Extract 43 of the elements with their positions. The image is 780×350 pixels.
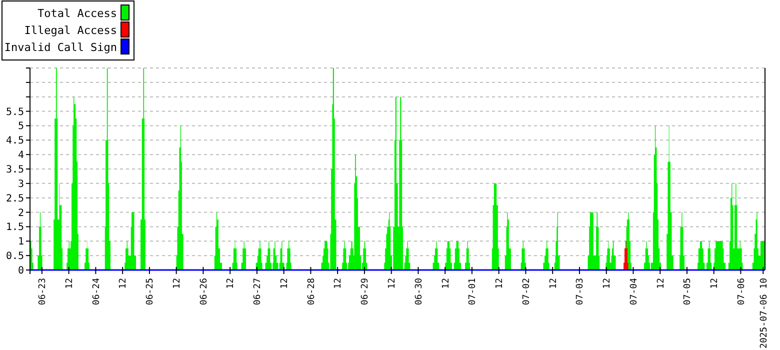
x-tick-label: 12 — [280, 278, 290, 289]
y-tick-label: 2 — [18, 208, 24, 219]
x-tick-label: 12 — [441, 278, 452, 289]
y-tick-label: 5.5 — [6, 106, 24, 118]
legend-label: Illegal Access — [24, 24, 117, 37]
y-tick-label: 1.5 — [6, 222, 24, 234]
x-tick-label: 07-06 — [736, 278, 747, 306]
x-tick-label: 12 — [118, 278, 129, 289]
x-tick-label: 12 — [602, 278, 613, 289]
y-tick-label: 2.5 — [6, 193, 24, 204]
x-tick-label: 12 — [656, 278, 666, 289]
y-tick-label: 0 — [18, 266, 24, 276]
y-tick-label: 4.5 — [6, 136, 24, 147]
x-tick-label: 07-01 — [468, 278, 478, 306]
legend-label: Total Access — [38, 6, 117, 20]
x-tick-label: 06-24 — [92, 278, 102, 306]
x-tick-label: 06-23 — [38, 278, 48, 306]
x-tick-label: 07-02 — [522, 278, 532, 306]
y-tick-label: 3 — [18, 178, 24, 190]
x-tick-label: 07-05 — [683, 278, 694, 306]
x-tick-label: 06-28 — [306, 278, 317, 306]
y-tick-label: 0.5 — [6, 251, 24, 262]
x-tick-label: 07-03 — [576, 278, 586, 306]
x-tick-label: 06-30 — [414, 278, 424, 306]
x-tick-label: 12 — [226, 278, 236, 289]
y-tick-label: 5 — [18, 121, 24, 132]
x-tick-label: 12 — [387, 278, 398, 289]
x-tick-label: 06-26 — [199, 278, 210, 306]
x-tick-label: 12 — [494, 278, 505, 289]
legend-label: Invalid Call Sign — [4, 40, 117, 54]
x-tick-label: 12 — [710, 278, 720, 289]
x-tick-label: 06-27 — [253, 278, 264, 306]
x-tick-label: 06-25 — [146, 278, 156, 306]
y-tick-label: 4 — [18, 150, 24, 162]
y-tick-label: 3.5 — [6, 164, 24, 176]
y-tick-label: 1 — [18, 236, 24, 248]
x-tick-label: 12 — [334, 278, 344, 289]
x-tick-label: 06-29 — [360, 278, 371, 306]
x-tick-label: 2025-07-06 10 — [759, 278, 770, 348]
x-tick-label: 07-04 — [629, 278, 640, 306]
x-tick-label: 12 — [172, 278, 182, 289]
x-tick-label: 12 — [548, 278, 559, 289]
x-tick-label: 12 — [64, 278, 75, 289]
